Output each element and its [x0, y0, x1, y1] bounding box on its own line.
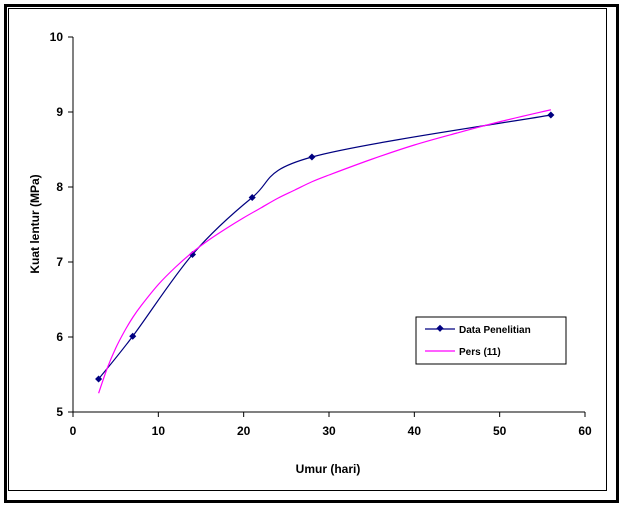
chart-inner-frame [8, 8, 607, 491]
legend: Data Penelitian Pers (11) [415, 316, 567, 365]
x-tick-label: 10 [152, 424, 166, 438]
y-tick-label: 7 [56, 255, 63, 269]
x-axis-title: Umur (hari) [296, 462, 361, 476]
legend-label-pers-11: Pers (11) [459, 347, 501, 358]
y-tick-label: 9 [56, 105, 63, 119]
y-axis-title: Kuat lentur (MPa) [28, 174, 42, 273]
legend-marker-data-penelitian [436, 324, 444, 332]
x-tick-label: 40 [408, 424, 422, 438]
y-tick-label: 8 [56, 180, 63, 194]
series-line-pers-11 [98, 109, 552, 394]
x-tick-label: 20 [237, 424, 251, 438]
data-point-data-penelitian [95, 375, 103, 383]
legend-label-data-penelitian: Data Penelitian [459, 325, 531, 336]
x-tick-label: 50 [493, 424, 507, 438]
data-point-data-penelitian [248, 193, 256, 202]
series-layer [95, 109, 555, 394]
data-point-data-penelitian [188, 250, 197, 259]
data-point-data-penelitian [129, 332, 137, 340]
y-tick-label: 6 [56, 330, 63, 344]
data-point-data-penelitian [308, 153, 316, 161]
legend-box [415, 316, 567, 365]
x-tick-label: 30 [322, 424, 336, 438]
ticks: 0 10 20 30 40 50 60 5 6 7 8 9 10 [50, 30, 592, 438]
data-point-data-penelitian [547, 111, 555, 119]
x-tick-label: 60 [578, 424, 592, 438]
x-tick-label: 0 [70, 424, 77, 438]
y-tick-label: 5 [56, 405, 63, 419]
chart-outer-frame [4, 4, 619, 503]
y-tick-label: 10 [50, 30, 64, 44]
